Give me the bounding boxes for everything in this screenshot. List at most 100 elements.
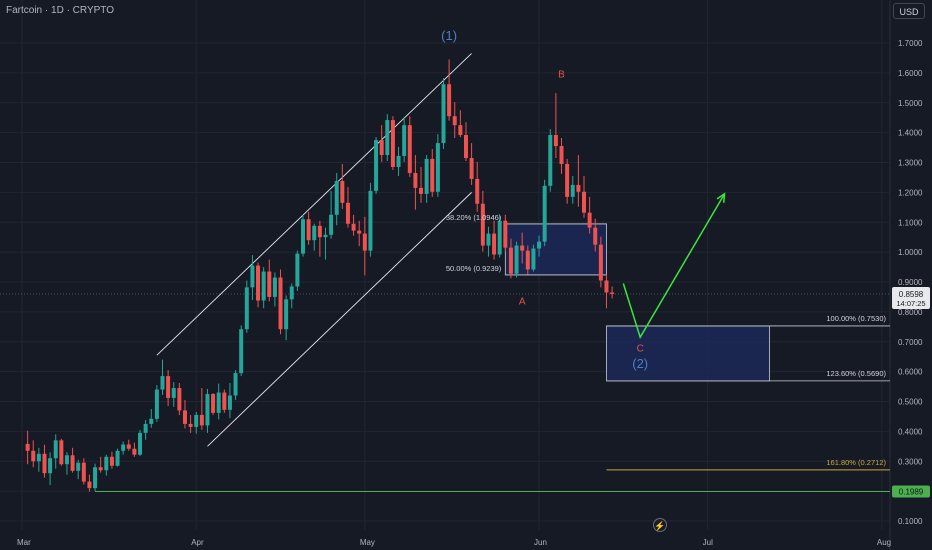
y-tick-label: 0.8000 (898, 308, 923, 317)
candle-body (256, 265, 261, 301)
candle-body (194, 414, 199, 427)
currency-button[interactable]: USD (893, 3, 925, 19)
candle-body (109, 456, 114, 466)
candlesticks (25, 59, 615, 492)
candle-body (188, 423, 193, 427)
trend-lines (0, 53, 890, 492)
bolt-icon[interactable]: ⚡ (653, 518, 667, 532)
y-tick-label: 1.4000 (898, 129, 923, 138)
candle-body (261, 271, 266, 301)
candle-body (424, 158, 429, 194)
y-tick-label: 0.1000 (898, 517, 923, 526)
x-tick-label: Apr (191, 538, 204, 547)
candle-body (64, 455, 69, 465)
candle-body (351, 223, 356, 231)
candle-body (463, 135, 468, 159)
candle-body (559, 146, 564, 164)
time-axis[interactable]: Mar Apr May Jun Jul Aug (17, 538, 891, 547)
candle-body (492, 233, 497, 255)
wave-label: A (519, 296, 526, 307)
candle-body (227, 395, 232, 410)
y-tick-label: 0.6000 (898, 368, 923, 377)
candle-body (480, 203, 485, 246)
candle-body (93, 467, 98, 489)
y-tick-label: 0.3000 (898, 457, 923, 466)
wave-label: (2) (632, 356, 648, 371)
channel-upper-line (156, 53, 472, 356)
candle-body (430, 158, 435, 192)
candle-body (587, 212, 592, 228)
fib-extension-zone (606, 325, 770, 382)
candle-body (610, 292, 615, 294)
projection-path (622, 193, 726, 340)
candle-body (216, 392, 221, 413)
candle-body (542, 185, 547, 242)
wave-label: (1) (441, 28, 457, 43)
candle-body (340, 181, 345, 203)
candle-body (160, 376, 165, 390)
candle-body (323, 234, 328, 238)
candle-body (525, 250, 530, 270)
candle-body (374, 140, 379, 191)
candle-body (334, 181, 339, 215)
candle-body (368, 190, 373, 251)
candle-body (475, 178, 480, 204)
y-tick-label: 0.7000 (898, 338, 923, 347)
wave-label: B (558, 69, 565, 80)
candle-body (98, 467, 103, 471)
y-tick-label: 1.0000 (898, 248, 923, 257)
fib-label: 123.60% (0.5690) (826, 369, 886, 378)
candle-body (87, 481, 92, 489)
candle-body (357, 230, 362, 234)
y-tick-label: 1.6000 (898, 69, 923, 78)
candle-body (81, 462, 86, 482)
candle-body (407, 125, 412, 173)
candle-body (503, 220, 508, 248)
candle-body (244, 287, 249, 330)
candle-body (48, 458, 53, 474)
price-axis[interactable]: 1.7000 1.6000 1.5000 1.4000 1.3000 1.2000 1.10… (892, 39, 930, 526)
x-tick-label: Jun (534, 538, 547, 547)
candle-body (205, 394, 210, 426)
fib-label: 161.80% (0.2712) (826, 458, 886, 467)
candle-body (441, 84, 446, 144)
candle-body (76, 462, 81, 471)
x-tick-label: Jul (703, 538, 713, 547)
candle-body (171, 388, 176, 398)
candle-body (267, 271, 272, 297)
candle-body (317, 225, 322, 238)
candle-body (301, 219, 305, 254)
fib-label: 50.00% (0.9239) (446, 264, 502, 273)
channel-lower-line (207, 192, 472, 447)
wave-label: C (637, 344, 644, 355)
current-price-tag (892, 287, 930, 310)
support-price-tag (892, 485, 930, 498)
candle-body (295, 253, 300, 287)
candle-body (345, 202, 350, 224)
candle-body (126, 444, 131, 449)
candle-body (390, 120, 395, 167)
candle-body (598, 244, 603, 281)
candle-body (284, 299, 289, 330)
candle-body (25, 443, 30, 451)
candle-body (508, 247, 513, 274)
candle-body (565, 163, 570, 197)
candle-body (42, 453, 47, 474)
candle-body (385, 120, 390, 156)
candle-body (306, 219, 311, 241)
candle-body (272, 277, 277, 297)
candle-body (36, 453, 41, 462)
candle-body (458, 125, 463, 136)
x-tick-label: May (360, 538, 375, 547)
y-tick-label: 1.2000 (898, 188, 923, 197)
candle-body (570, 184, 575, 197)
projection-arrowhead (716, 192, 726, 203)
candle-body (222, 392, 227, 410)
candle-body (537, 241, 542, 249)
candle-body (520, 245, 525, 251)
candle-body (582, 191, 586, 213)
y-tick-label: 1.1000 (898, 218, 923, 227)
candle-body (138, 432, 143, 455)
candle-body (121, 444, 126, 451)
